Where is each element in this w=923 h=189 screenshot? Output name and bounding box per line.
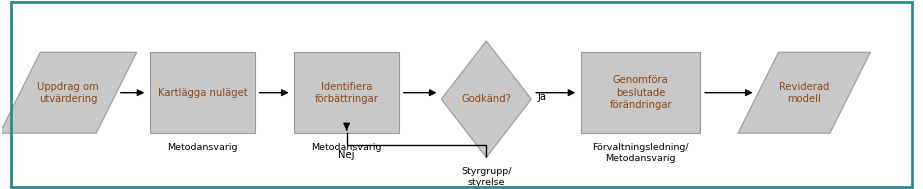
Polygon shape [441, 41, 532, 157]
Polygon shape [0, 52, 137, 133]
Text: Identifiera
förbättringar: Identifiera förbättringar [315, 81, 378, 104]
Text: Ja: Ja [538, 92, 546, 102]
Bar [581, 52, 701, 133]
Text: Metodansvarig: Metodansvarig [167, 143, 237, 152]
Text: Kartlägga nuläget: Kartlägga nuläget [158, 88, 247, 98]
Polygon shape [738, 52, 870, 133]
Text: Reviderad
modell: Reviderad modell [779, 81, 830, 104]
Text: Förvaltningsledning/
Metodansvarig: Förvaltningsledning/ Metodansvarig [593, 143, 689, 163]
Text: Uppdrag om
utvärdering: Uppdrag om utvärdering [38, 81, 99, 104]
Text: Genomföra
beslutade
förändringar: Genomföra beslutade förändringar [609, 75, 672, 110]
Text: Godkänd?: Godkänd? [462, 94, 511, 104]
Text: Styrgrupp/
styrelse: Styrgrupp/ styrelse [462, 167, 511, 187]
Text: Metodansvarig: Metodansvarig [311, 143, 382, 152]
Bar [294, 52, 400, 133]
Text: Nej: Nej [339, 150, 355, 160]
Bar [150, 52, 256, 133]
